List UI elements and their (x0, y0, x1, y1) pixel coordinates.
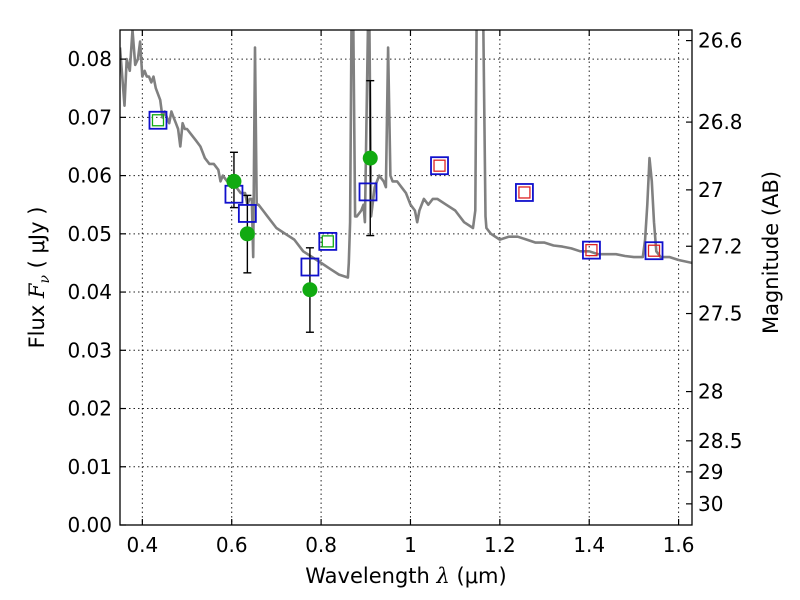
y2-tick-label: 27.2 (698, 234, 743, 258)
y-axis-label: Flux Fν ( μJy ) (25, 207, 53, 349)
observed-point (239, 226, 255, 242)
y2-tick-label: 26.8 (698, 110, 743, 134)
y-tick-label: 0.05 (67, 222, 112, 246)
grid (120, 30, 692, 526)
y-tick-label: 0.02 (67, 397, 112, 421)
observed-point (362, 150, 378, 166)
y-axis-label-subscript: ν (37, 275, 53, 284)
x-axis: 0.4 0.6 0.8 1 1.2 1.4 1.6 (126, 30, 695, 557)
y-tick-label: 0.03 (67, 338, 112, 362)
y-axis: 0.00 0.01 0.02 0.03 0.04 0.05 0.06 0.07 0.08 (67, 47, 126, 537)
y-axis-label-post: ( μJy ) (25, 207, 49, 275)
bandpass-square-inner (321, 235, 334, 248)
y-axis-label-symbol: F (25, 282, 49, 299)
y-tick-label: 0.08 (67, 47, 112, 71)
bandpass-square-inner (151, 114, 165, 127)
x-tick-label: 1 (404, 533, 417, 557)
x-tick-label: 1.6 (663, 533, 695, 557)
x-tick-label: 0.6 (216, 533, 248, 557)
bandpass-square (300, 257, 320, 277)
y-tick-label: 0.04 (67, 280, 112, 304)
y2-axis-label: Magnitude (AB) (759, 171, 783, 334)
observed-points-layer (226, 150, 378, 298)
y-tick-label: 0.00 (67, 513, 112, 537)
model-sed-layer (120, 30, 692, 279)
y2-tick-label: 29 (698, 460, 723, 484)
bandpass-squares-layer (148, 110, 664, 277)
bandpass-square (237, 204, 257, 223)
y2-tick-label: 28 (698, 380, 723, 404)
bandpass-square (582, 240, 601, 260)
y2-tick-label: 30 (698, 492, 723, 516)
y-axis-label-pre: Flux (25, 298, 49, 348)
y2-tick-label: 26.6 (698, 29, 743, 53)
y2-tick-label: 27 (698, 178, 723, 202)
x-axis-label-post: (μm) (450, 564, 507, 588)
y-tick-label: 0.07 (67, 105, 112, 129)
bandpass-square (318, 231, 338, 251)
bandpass-square-inner (518, 186, 531, 199)
y2-tick-label: 28.5 (698, 429, 743, 453)
observed-point (226, 173, 242, 189)
bandpass-square-inner (433, 159, 446, 172)
x-axis-label-pre: Wavelength (305, 564, 436, 588)
x-axis-label: Wavelength λ (μm) (305, 564, 506, 588)
y-tick-label: 0.06 (67, 164, 112, 188)
model-sed-line (120, 30, 692, 279)
y-tick-label: 0.01 (67, 455, 112, 479)
y2-tick-label: 27.5 (698, 302, 743, 326)
x-axis-label-symbol: λ (436, 564, 450, 588)
x-tick-label: 1.2 (484, 533, 516, 557)
bandpass-square (148, 110, 168, 130)
plot-frame (119, 29, 693, 526)
bandpass-square-inner (585, 243, 598, 257)
bandpass-square (644, 241, 664, 261)
bandpass-square-inner (647, 244, 661, 257)
x-tick-label: 0.4 (126, 533, 158, 557)
bandpass-square (430, 156, 449, 176)
bandpass-square (515, 183, 534, 202)
bandpass-square (358, 182, 378, 202)
observed-point (302, 282, 318, 298)
x-tick-label: 0.8 (305, 533, 337, 557)
x-tick-label: 1.4 (573, 533, 605, 557)
y2-axis: 26.6 26.8 27 27.2 27.5 28 28.5 29 30 (686, 29, 743, 516)
